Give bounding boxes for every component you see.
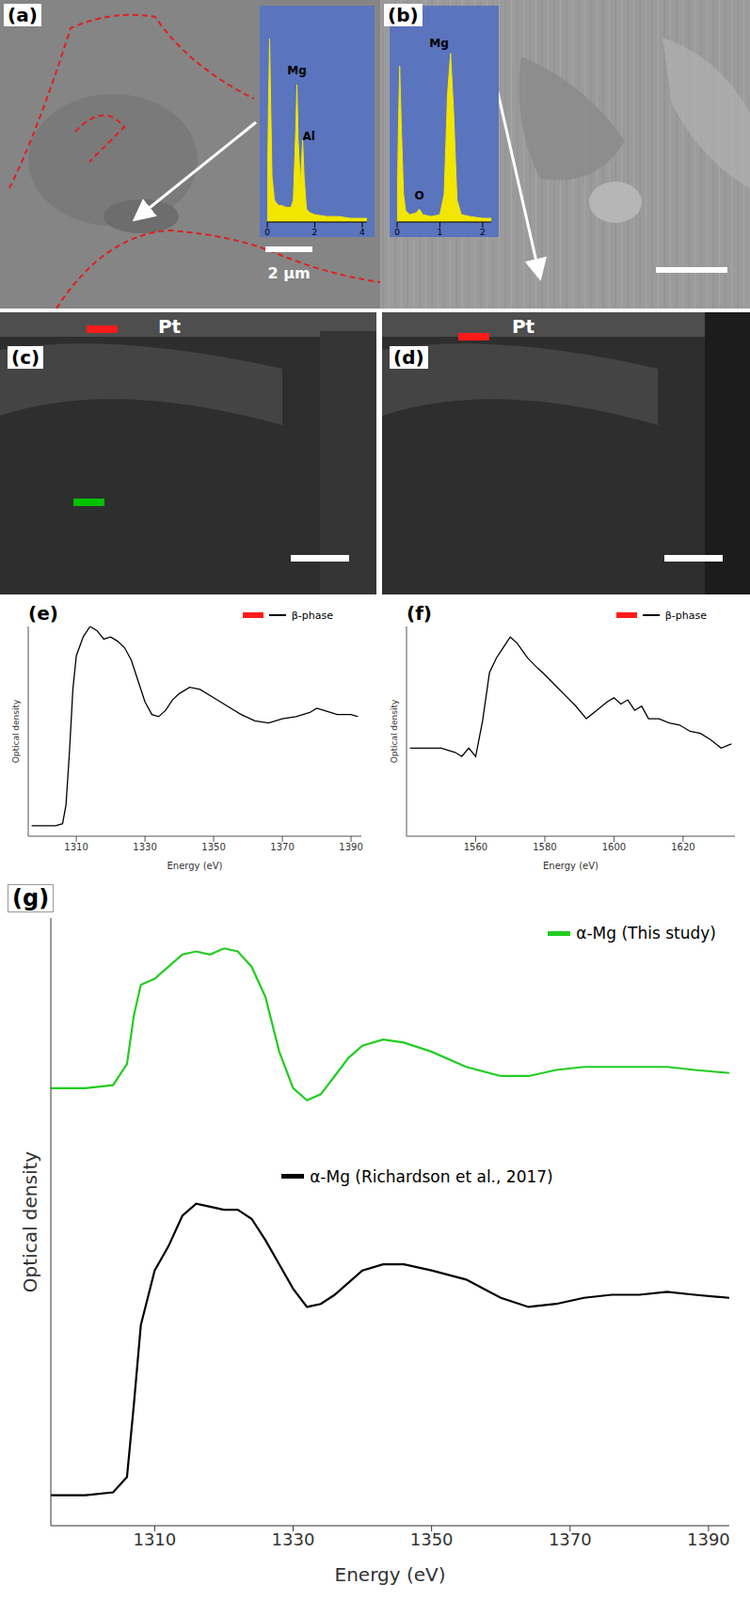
html-text:(e): (e)	[28, 602, 59, 625]
svg-text:1620: 1620	[670, 842, 695, 853]
html-text:α-Mg (This study): α-Mg (This study)	[576, 924, 717, 944]
html-text:(g): (g)	[12, 885, 50, 912]
svg-text:4: 4	[359, 227, 366, 238]
html-text:β-phase: β-phase	[291, 609, 334, 622]
svg-text:Optical density: Optical density	[389, 699, 399, 764]
svg-text:1580: 1580	[532, 842, 557, 853]
svg-text:1310: 1310	[63, 842, 88, 853]
html-text:(c): (c)	[11, 346, 40, 369]
svg-text:0: 0	[264, 227, 271, 238]
html-text:(d): (d)	[393, 346, 425, 369]
svg-text:Pt: Pt	[158, 315, 182, 338]
svg-text:1390: 1390	[338, 842, 363, 853]
svg-text:1: 1	[437, 227, 444, 238]
svg-text:1560: 1560	[463, 842, 488, 853]
html-text:(a): (a)	[7, 3, 38, 27]
svg-text:Optical density: Optical density	[11, 699, 21, 764]
svg-text:1390: 1390	[686, 1530, 731, 1550]
svg-text:1330: 1330	[132, 842, 157, 853]
html-text:(f): (f)	[406, 602, 432, 625]
svg-text:Energy (eV): Energy (eV)	[335, 1563, 447, 1587]
svg-text:Mg: Mg	[429, 36, 449, 50]
html-text:β-phase: β-phase	[665, 609, 707, 622]
svg-text:1600: 1600	[602, 842, 626, 853]
svg-text:2: 2	[479, 227, 486, 238]
html-text:(b): (b)	[387, 3, 419, 27]
svg-text:2 µm: 2 µm	[267, 264, 310, 283]
svg-text:2: 2	[312, 227, 319, 238]
svg-text:Al: Al	[302, 129, 315, 144]
html-text:α-Mg (Richardson et al., 2017): α-Mg (Richardson et al., 2017)	[309, 1167, 554, 1187]
svg-text:O: O	[414, 189, 425, 203]
svg-text:Energy (eV): Energy (eV)	[542, 861, 599, 872]
svg-text:1330: 1330	[271, 1530, 316, 1550]
svg-text:1310: 1310	[132, 1530, 176, 1550]
svg-text:Energy (eV): Energy (eV)	[167, 861, 224, 872]
svg-text:Mg: Mg	[287, 63, 307, 78]
svg-text:1370: 1370	[548, 1530, 592, 1550]
svg-text:1350: 1350	[201, 842, 225, 853]
svg-text:1370: 1370	[270, 842, 294, 853]
svg-text:Optical density: Optical density	[18, 1151, 42, 1293]
svg-text:0: 0	[394, 227, 400, 238]
svg-text:1350: 1350	[410, 1530, 454, 1550]
svg-text:Pt: Pt	[511, 315, 536, 338]
